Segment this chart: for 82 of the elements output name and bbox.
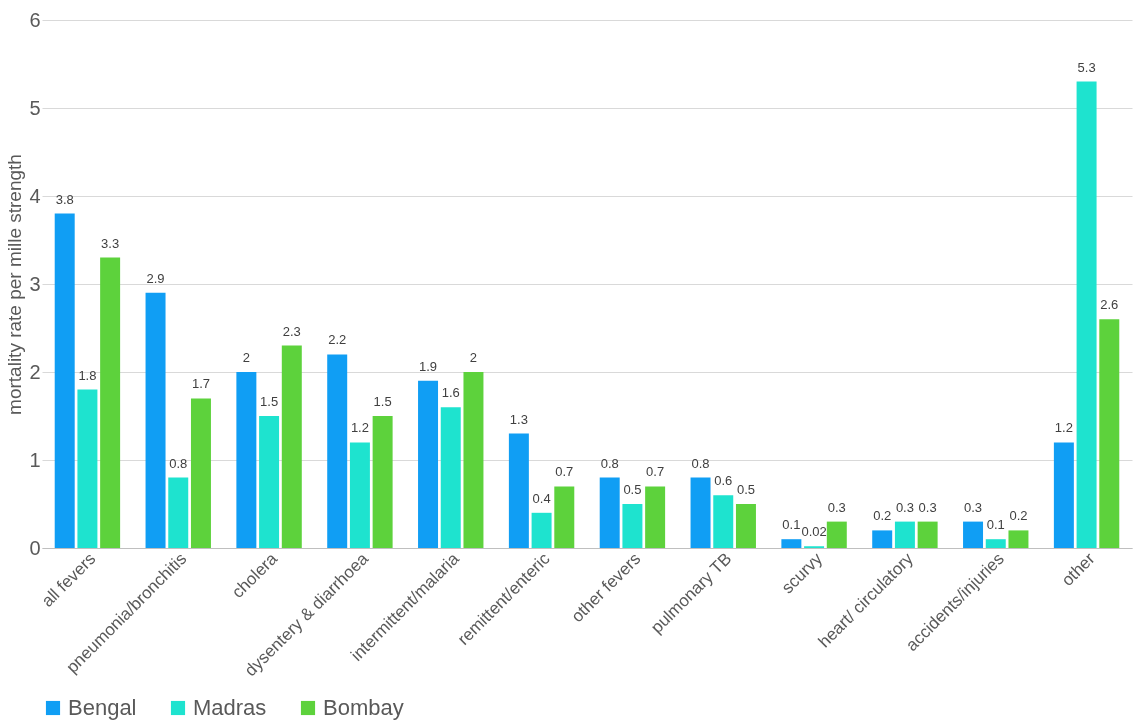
- data-label: 0.5: [736, 482, 755, 497]
- bar: [1099, 319, 1120, 548]
- data-label: 5.3: [1077, 59, 1096, 75]
- bar: [894, 521, 915, 548]
- y-tick-label: 4: [29, 184, 41, 207]
- data-label: 2: [242, 350, 250, 365]
- y-tick-label: 0: [29, 536, 41, 559]
- data-label: 1.8: [78, 367, 97, 383]
- data-label: 1.2: [350, 420, 369, 436]
- data-label: 2.6: [1100, 297, 1119, 313]
- data-label: 0.1: [782, 517, 801, 533]
- data-label: 0.8: [691, 455, 710, 471]
- bar: [236, 372, 257, 548]
- bar: [713, 495, 734, 548]
- bar: [531, 512, 552, 548]
- bar: [418, 380, 439, 548]
- data-label: 0.7: [646, 464, 665, 480]
- bar: [508, 433, 529, 548]
- data-label: 1.5: [373, 394, 392, 409]
- bar: [781, 539, 802, 548]
- bar: [77, 389, 98, 548]
- bar: [1076, 81, 1097, 548]
- bar: [735, 504, 756, 548]
- data-label: 0.5: [623, 482, 642, 497]
- data-label: 0.3: [895, 499, 914, 515]
- y-tick-label: 5: [29, 96, 41, 119]
- bar: [54, 213, 75, 548]
- data-label: 0.3: [964, 499, 983, 515]
- y-tick-label: 2: [29, 360, 41, 383]
- data-label: 0.3: [918, 499, 937, 515]
- bar: [645, 486, 666, 548]
- data-label: 0.02: [801, 524, 827, 540]
- data-label: 0.1: [986, 517, 1005, 533]
- bar: [440, 407, 461, 548]
- data-label: 0.4: [532, 490, 551, 506]
- bar: [281, 345, 302, 548]
- data-label: 2.3: [282, 323, 301, 339]
- data-label: 0.2: [873, 508, 892, 524]
- bar: [622, 504, 643, 548]
- bar: [259, 416, 280, 548]
- legend-label: Madras: [193, 695, 267, 720]
- y-tick-label: 3: [29, 272, 41, 295]
- data-label: 1.3: [509, 411, 528, 427]
- bar: [327, 354, 348, 548]
- data-label: 2: [469, 350, 478, 365]
- data-label: 0.3: [827, 499, 846, 515]
- data-label: 1.7: [191, 376, 210, 392]
- legend-label: Bengal: [68, 695, 137, 720]
- data-label: 0.7: [555, 464, 574, 480]
- data-label: 2.9: [146, 270, 165, 286]
- bar: [1053, 442, 1074, 548]
- bar: [985, 539, 1006, 548]
- data-label: 0.8: [600, 455, 619, 471]
- bar: [145, 292, 166, 548]
- bar: [168, 477, 189, 548]
- bar: [349, 442, 370, 548]
- bar: [917, 521, 938, 548]
- legend-label: Bombay: [323, 695, 404, 720]
- bar: [1008, 530, 1029, 548]
- y-tick-label: 6: [29, 8, 41, 31]
- y-axis-title: mortality rate per mille strength: [4, 154, 26, 415]
- data-label: 2.2: [328, 332, 347, 348]
- data-label: 0.6: [714, 473, 733, 489]
- data-label: 0.8: [169, 455, 188, 471]
- data-label: 3.3: [101, 235, 120, 251]
- data-label: 3.8: [55, 191, 74, 207]
- data-label: 1.5: [260, 394, 279, 409]
- bar: [690, 477, 711, 548]
- bar: [463, 372, 484, 548]
- data-label: 1.6: [441, 385, 460, 401]
- bar: [372, 416, 393, 548]
- bar: [826, 521, 847, 548]
- data-label: 1.2: [1054, 420, 1073, 436]
- bar: [599, 477, 620, 548]
- data-label: 1.9: [419, 358, 438, 374]
- bar: [554, 486, 575, 548]
- y-tick-label: 1: [29, 448, 41, 471]
- bar: [190, 398, 211, 548]
- bar: [100, 257, 121, 548]
- bar: [963, 521, 984, 548]
- bar: [872, 530, 893, 548]
- data-label: 0.2: [1009, 508, 1028, 524]
